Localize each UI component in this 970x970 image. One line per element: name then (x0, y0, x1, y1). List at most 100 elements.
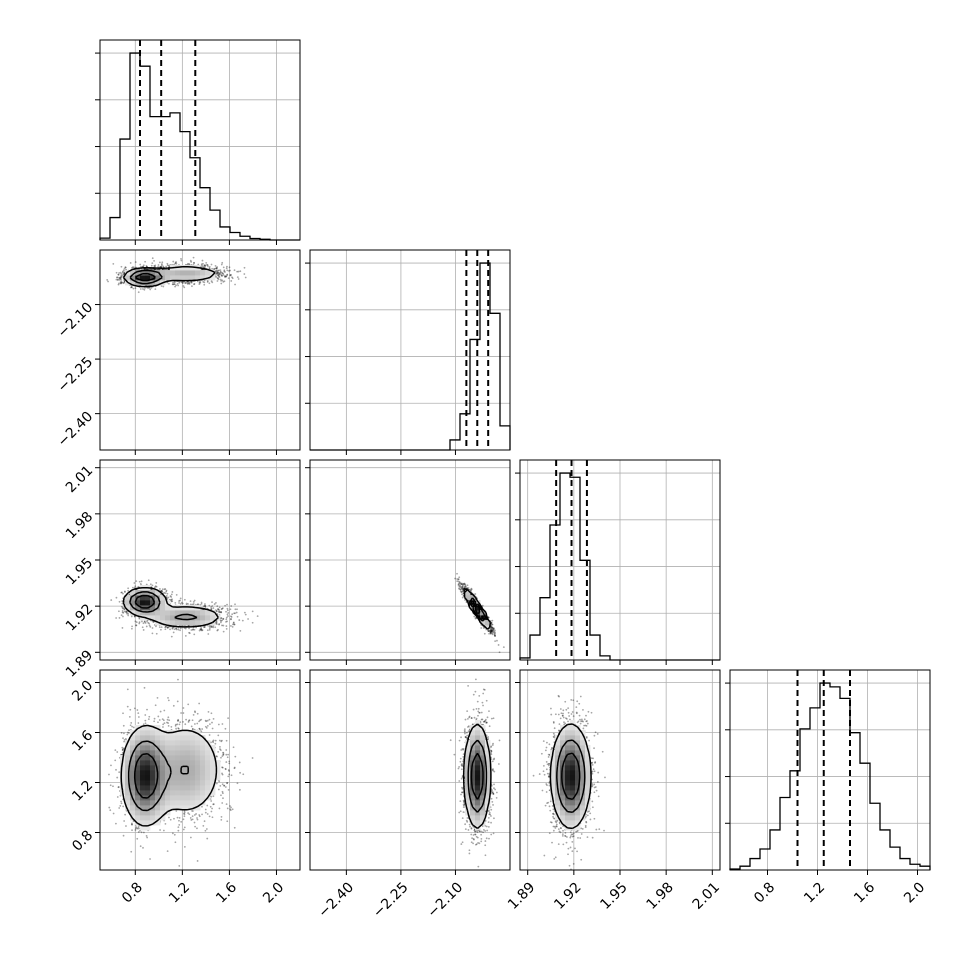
sample-point (148, 286, 151, 289)
density-cell (145, 275, 151, 281)
sample-point (127, 612, 130, 615)
sample-point (198, 283, 201, 286)
sample-point (211, 626, 213, 628)
hist-steps-3 (729, 682, 931, 870)
sample-point (215, 272, 218, 275)
sample-point (164, 626, 167, 629)
sample-point (147, 579, 150, 582)
sample-point (190, 629, 193, 631)
sample-point (115, 278, 118, 281)
density-cell (140, 280, 146, 286)
sample-point (193, 599, 196, 602)
sample-point (213, 268, 215, 271)
sample-point (201, 259, 204, 262)
sample-point (135, 580, 138, 582)
sample-point (120, 281, 123, 284)
hist-frame-1 (309, 249, 511, 451)
sample-point (234, 283, 236, 286)
sample-point (217, 274, 220, 277)
sample-point (193, 628, 196, 631)
sample-point (166, 264, 169, 267)
sample-point (218, 275, 220, 278)
contour-level-2 (134, 272, 156, 282)
sample-point (203, 281, 206, 284)
sample-point (144, 287, 146, 289)
sample-point (218, 610, 220, 613)
sample-point (210, 608, 213, 611)
sample-point (220, 279, 223, 282)
density-cell (210, 275, 216, 281)
sample-point (230, 273, 232, 276)
sample-point (115, 596, 118, 599)
sample-point (181, 281, 184, 284)
density-cell (160, 270, 166, 276)
density-cell (180, 265, 186, 271)
sample-point (157, 264, 160, 266)
sample-point (123, 267, 126, 270)
sample-point (181, 282, 184, 284)
sample-point (135, 624, 137, 627)
density-cell (165, 270, 171, 276)
sample-point (220, 617, 223, 620)
sample-point (204, 604, 206, 607)
sample-point (197, 603, 199, 606)
sample-point (158, 588, 161, 590)
sample-point (204, 265, 207, 267)
sample-point (218, 606, 221, 609)
sample-point (256, 615, 259, 618)
sample-point (216, 266, 219, 268)
sample-point (160, 263, 163, 265)
sample-point (181, 602, 184, 605)
sample-point (203, 626, 205, 629)
sample-point (206, 263, 208, 266)
sample-point (186, 282, 188, 284)
sample-point (220, 611, 223, 614)
sample-point (221, 274, 224, 277)
sample-point (133, 615, 136, 618)
sample-point (145, 264, 148, 267)
sample-point (234, 608, 237, 611)
sample-point (202, 605, 205, 608)
density-cell (200, 270, 206, 276)
sample-point (225, 625, 228, 627)
sample-point (191, 603, 194, 606)
density-cell (195, 270, 201, 276)
sample-point (187, 602, 189, 605)
sample-point (200, 602, 203, 605)
sample-point (151, 632, 154, 635)
sample-point (190, 281, 193, 284)
sample-point (134, 620, 137, 623)
sample-point (174, 261, 177, 264)
sample-point (222, 272, 225, 275)
sample-point (160, 589, 162, 592)
sample-point (155, 625, 157, 628)
sample-point (122, 592, 124, 595)
sample-point (172, 626, 174, 629)
sample-point (142, 288, 144, 290)
sample-point (220, 620, 222, 622)
sample-point (215, 610, 218, 613)
sample-point (224, 604, 227, 607)
sample-point (189, 259, 192, 262)
sample-point (221, 607, 224, 610)
sample-point (171, 626, 174, 629)
density-cell (140, 275, 146, 281)
scatter-panel-1-0 (95, 249, 301, 455)
sample-point (212, 626, 215, 629)
sample-point (210, 263, 213, 266)
sample-point (163, 588, 166, 591)
sample-point (219, 610, 222, 613)
sample-point (203, 264, 206, 267)
sample-point (193, 283, 196, 285)
sample-point (218, 608, 220, 611)
sample-point (110, 599, 113, 601)
sample-point (212, 625, 215, 627)
density-cell (140, 270, 146, 276)
sample-point (192, 628, 194, 631)
sample-point (199, 281, 202, 284)
sample-point (189, 603, 192, 606)
sample-point (229, 615, 232, 618)
sample-point (158, 626, 161, 629)
sample-point (230, 605, 233, 607)
sample-point (197, 263, 200, 266)
